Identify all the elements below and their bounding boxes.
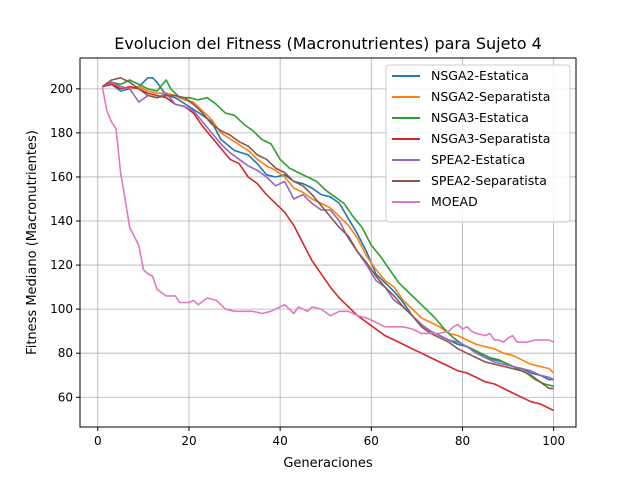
y-tick-label: 140 [50,214,73,228]
legend-label: NSGA3-Separatista [431,131,550,146]
legend-label: NSGA3-Estatica [431,110,529,125]
x-tick-label: 20 [181,434,196,448]
x-tick-label: 0 [94,434,102,448]
y-tick-label: 120 [50,258,73,272]
legend-label: SPEA2-Separatista [431,173,547,188]
x-tick-label: 40 [272,434,287,448]
plot-frame [79,57,577,428]
chart-title: Evolucion del Fitness (Macronutrientes) … [114,34,542,53]
legend-label: NSGA2-Estatica [431,68,529,83]
y-tick-label: 200 [50,82,73,96]
legend-label: SPEA2-Estatica [431,152,525,167]
series-line [101,86,555,343]
x-tick-label: 80 [455,434,470,448]
series-line [101,81,555,381]
series-line [101,79,554,387]
y-tick-label: 100 [50,302,73,316]
x-tick-label: 100 [542,434,565,448]
y-tick-label: 80 [58,346,73,360]
y-axis-label: Fitness Mediano (Macronutrientes) [25,130,40,355]
legend: NSGA2-Estatica NSGA2-Separatista NSGA3-Est… [385,64,571,223]
y-tick-label: 160 [50,170,73,184]
x-axis-label: Generaciones [283,456,373,471]
axis-ticks: 0 20 40 60 80 100 60 80 100 120 140 160 180 200 [50,82,565,448]
y-tick-label: 180 [50,126,73,140]
legend-box [385,64,571,223]
x-tick-label: 60 [364,434,379,448]
legend-label: MOEAD [431,194,478,209]
series-group [101,77,555,412]
series-line [101,77,554,390]
legend-label: NSGA2-Separatista [431,89,550,104]
y-tick-label: 60 [58,390,73,404]
